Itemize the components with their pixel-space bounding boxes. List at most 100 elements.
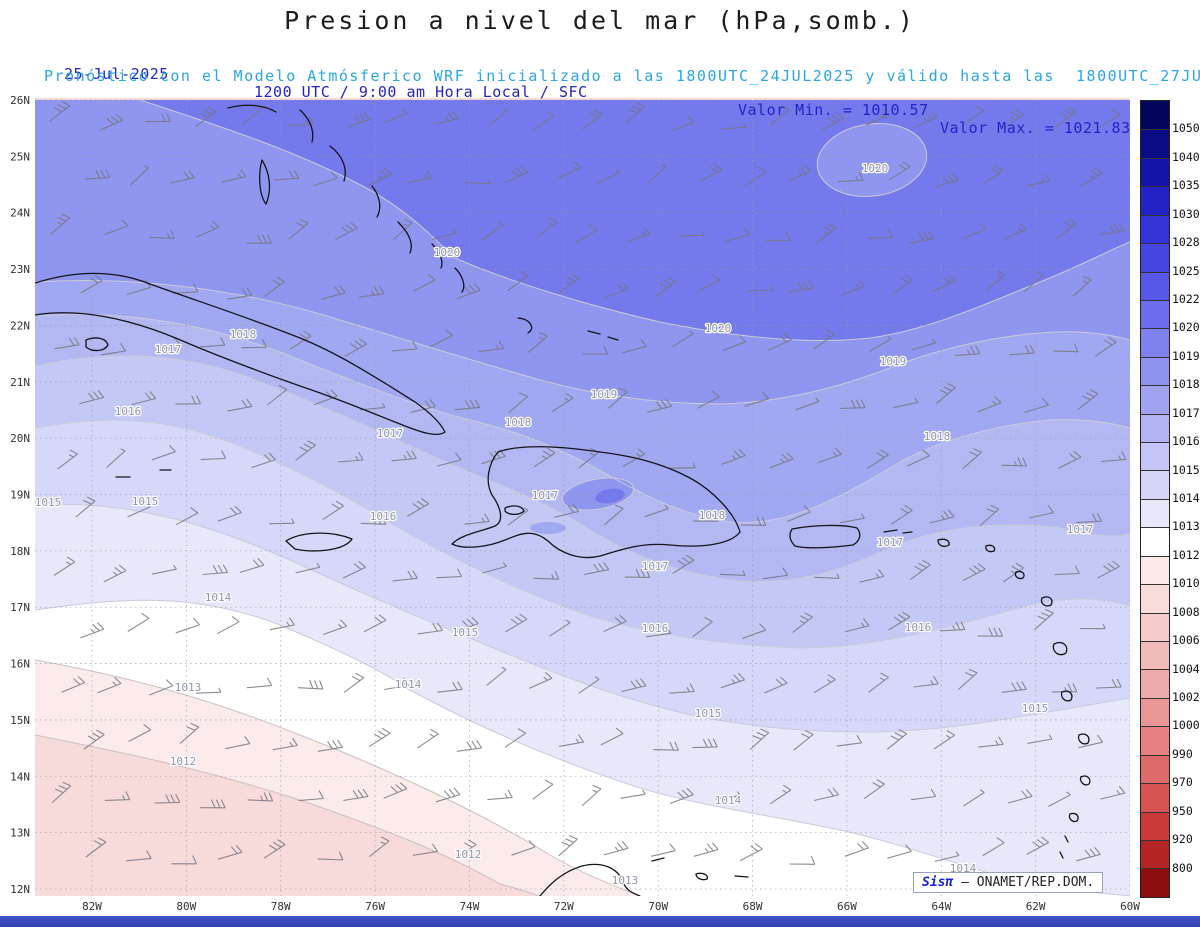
wind-barb-icon: [865, 108, 890, 126]
lat-label: 26N: [10, 94, 30, 107]
wind-barb-icon: [391, 340, 418, 352]
wind-barb-icon: [692, 616, 713, 638]
wind-barb-icon: [346, 112, 371, 128]
wind-barb-icon: [289, 330, 312, 350]
wind-barb-icon: [241, 338, 267, 349]
wind-barb-icon: [128, 723, 152, 742]
wind-barb-icon: [963, 789, 985, 807]
wind-barb-icon: [605, 282, 630, 299]
wind-barb-icon: [482, 222, 504, 240]
wind-barb-icon: [869, 335, 892, 352]
wind-barb-icon: [747, 285, 774, 292]
wind-barb-icon: [454, 616, 479, 634]
wind-barb-icon: [1072, 275, 1092, 297]
wind-barb-icon: [99, 113, 124, 131]
contour-label: 1016: [370, 510, 397, 523]
wind-barb-icon: [886, 729, 908, 750]
contour-label: 1012: [455, 848, 482, 861]
wind-barb-icon: [384, 677, 410, 691]
wind-barb-icon: [80, 274, 103, 294]
wind-barb-icon: [978, 736, 1004, 748]
lon-label: 80W: [176, 900, 196, 913]
contour-label: 1014: [715, 794, 742, 807]
wind-barb-icon: [962, 222, 987, 240]
wind-barb-icon: [239, 558, 265, 573]
colorbar-label: 1028: [1172, 235, 1200, 250]
colorbar-label: 1040: [1172, 149, 1200, 164]
wind-barb-icon: [697, 274, 721, 292]
colorbar-cell: [1141, 442, 1169, 471]
wind-barb-icon: [719, 570, 746, 576]
wind-barb-icon: [1056, 218, 1077, 240]
isobar-closed-hispaniola: [561, 477, 635, 511]
wind-barb-icon: [179, 722, 200, 744]
colorbar-label: 1030: [1172, 206, 1200, 221]
isobar-1017: [35, 355, 1130, 583]
lat-label: 24N: [10, 207, 30, 220]
wind-barb-icon: [410, 399, 436, 413]
wind-barb-icon: [722, 335, 746, 352]
lon-label: 60W: [1120, 900, 1140, 913]
wind-barb-icon: [127, 503, 151, 518]
contour-label: 1013: [612, 874, 639, 887]
lon-label: 64W: [931, 900, 951, 913]
wind-barb-icon: [739, 843, 763, 862]
wind-barb-icon: [836, 734, 863, 747]
page-title: Presion a nivel del mar (hPa,somb.): [284, 6, 916, 35]
contour-label: 1015: [695, 707, 722, 720]
lat-label: 21N: [10, 376, 30, 389]
wind-barb-icon: [740, 516, 767, 526]
colorbar-label: 1035: [1172, 178, 1200, 193]
wind-barb-icon: [50, 213, 71, 235]
wind-barb-icon: [1024, 398, 1049, 413]
colorbar-cell: [1141, 271, 1169, 300]
max-value-label: Valor Max. = 1021.83: [940, 119, 1131, 137]
wind-barb-icon: [699, 163, 722, 182]
wind-barb-icon: [762, 567, 789, 580]
lon-label: 78W: [271, 900, 291, 913]
wind-barb-icon: [600, 727, 624, 746]
colorbar-label: 1018: [1172, 377, 1200, 392]
lat-label: 13N: [10, 827, 30, 840]
wind-barb-icon: [814, 573, 840, 579]
wind-barb-icon: [533, 110, 554, 132]
colorbar-cell: [1141, 157, 1169, 187]
wind-barb-icon: [175, 507, 199, 526]
wind-barb-icon: [725, 227, 751, 242]
wind-barb-icon: [769, 452, 794, 469]
wind-barb-icon: [558, 273, 580, 294]
wind-barb-icon: [934, 851, 960, 862]
colorbar-label: 1008: [1172, 604, 1200, 619]
colorbar-label: 1000: [1172, 718, 1200, 733]
lon-label: 72W: [554, 900, 574, 913]
wind-barb-icon: [906, 449, 930, 467]
wind-barb-icon: [195, 687, 222, 694]
wind-barb-icon: [887, 844, 912, 859]
wind-barb-icon: [368, 168, 392, 186]
wind-barb-icon: [97, 676, 122, 694]
wind-barb-icon: [979, 504, 1000, 527]
wind-barb-icon: [985, 270, 1006, 291]
colorbar-label: 1012: [1172, 547, 1200, 562]
wind-barb-icon: [696, 390, 720, 409]
wind-barb-icon: [1028, 505, 1054, 519]
wind-barb-icon: [49, 101, 71, 122]
contour-label: 1018: [505, 416, 532, 429]
colorbar-label: 1010: [1172, 576, 1200, 591]
wind-barb-icon: [288, 116, 314, 127]
wind-barb-icon: [839, 513, 865, 524]
wind-barb-icon: [323, 619, 348, 636]
colorbar-cell: [1141, 839, 1169, 869]
lon-label: 74W: [460, 900, 480, 913]
wind-barb-icon: [171, 855, 197, 865]
colorbar-cell: [1141, 470, 1169, 499]
wind-barb-icon: [1001, 681, 1027, 693]
colorbar-cell: [1141, 669, 1169, 698]
isobar-1016: [35, 419, 1130, 649]
wind-barb-icon: [670, 115, 695, 132]
colorbar: [1140, 100, 1170, 898]
wind-barb-icon: [720, 122, 747, 130]
wind-barb-icon: [646, 625, 672, 638]
wind-barb-icon: [478, 340, 505, 353]
